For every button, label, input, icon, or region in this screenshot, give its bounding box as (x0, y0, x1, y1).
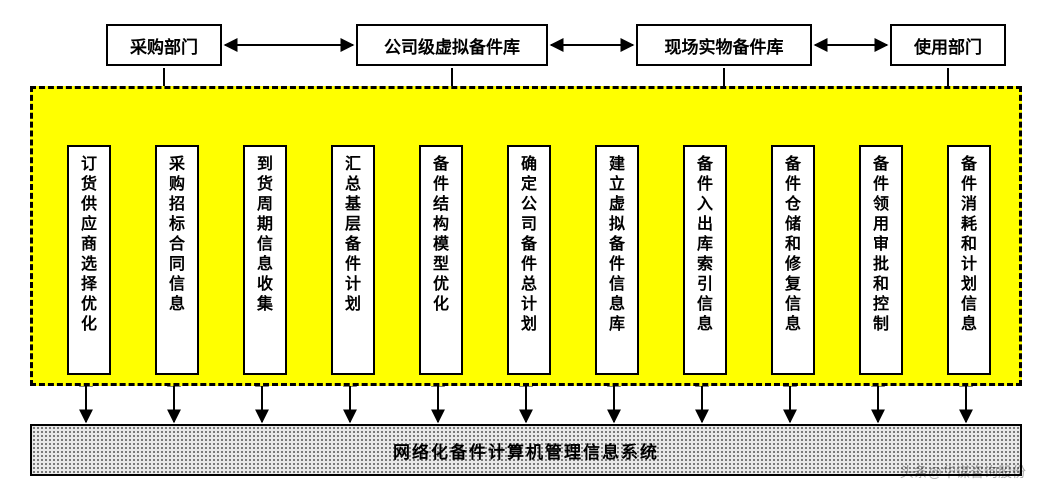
dept-box-tb0: 采购部门 (106, 24, 222, 66)
dept-box-tb3: 使用部门 (890, 24, 1006, 66)
system-band: 网络化备件计算机管理信息系统 (30, 424, 1022, 476)
process-box-v9: 备件领用审批和控制 (859, 145, 903, 375)
process-box-v7: 备件入出库索引信息 (683, 145, 727, 375)
dept-box-tb1: 公司级虚拟备件库 (356, 24, 548, 66)
system-band-label: 网络化备件计算机管理信息系统 (393, 438, 659, 463)
dept-box-tb2: 现场实物备件库 (636, 24, 812, 66)
process-highlight-area: 订货供应商选择优化采购招标合同信息到货周期信息收集汇总基层备件计划备件结构模型优… (30, 86, 1022, 386)
process-box-v4: 备件结构模型优化 (419, 145, 463, 375)
process-box-v5: 确定公司备件总计划 (507, 145, 551, 375)
process-box-v10: 备件消耗和计划信息 (947, 145, 991, 375)
process-box-v0: 订货供应商选择优化 (67, 145, 111, 375)
department-row: 采购部门 公司级虚拟备件库 现场实物备件库 使用部门 (20, 20, 1032, 70)
process-box-v6: 建立虚拟备件信息库 (595, 145, 639, 375)
process-box-v8: 备件仓储和修复信息 (771, 145, 815, 375)
process-box-v3: 汇总基层备件计划 (331, 145, 375, 375)
spare-parts-flowchart: 订货供应商选择优化采购招标合同信息到货周期信息收集汇总基层备件计划备件结构模型优… (20, 20, 1032, 484)
process-box-v1: 采购招标合同信息 (155, 145, 199, 375)
process-box-v2: 到货周期信息收集 (243, 145, 287, 375)
